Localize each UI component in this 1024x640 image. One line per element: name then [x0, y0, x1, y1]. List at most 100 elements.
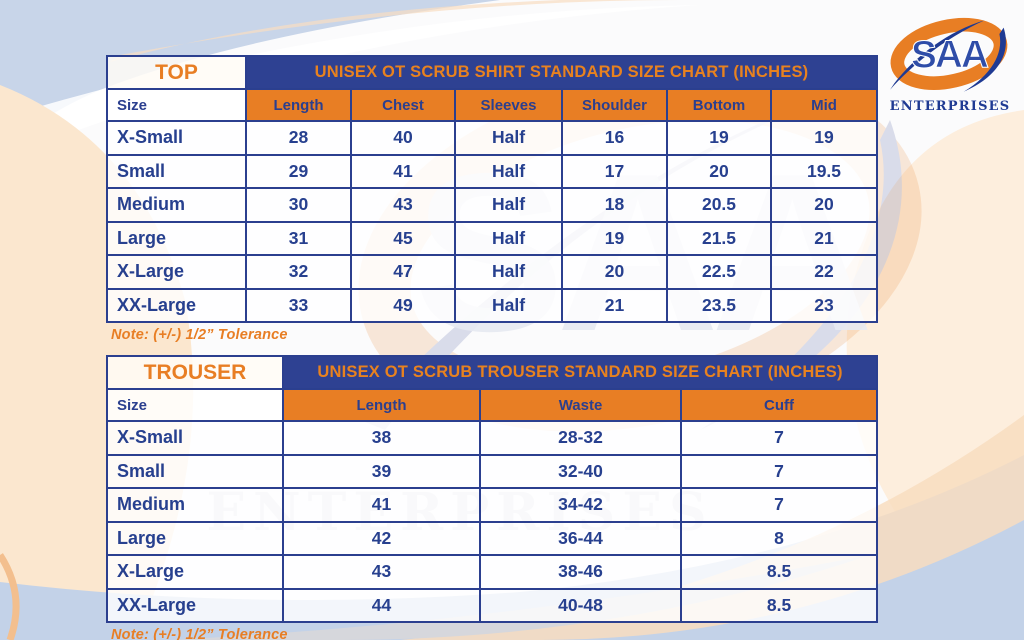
- bottom-cell: 20.5: [666, 187, 772, 223]
- shirt-tolerance-note: Note: (+/-) 1/2” Tolerance: [111, 327, 288, 343]
- column-header-sleeves: Sleeves: [454, 88, 563, 122]
- length-cell: 39: [282, 453, 481, 489]
- logo-subtitle: ENTERPRISES: [889, 99, 1011, 114]
- trouser-table-row: Medium 41 34-42 7: [106, 487, 879, 523]
- column-header-shoulder: Shoulder: [561, 88, 668, 122]
- size-cell: Small: [106, 453, 284, 489]
- size-cell: Medium: [106, 187, 247, 223]
- trouser-corner-label: TROUSER: [106, 355, 284, 390]
- waste-cell: 28-32: [479, 420, 682, 456]
- sleeves-cell: Half: [454, 153, 563, 189]
- shirt-table-title: UNISEX OT SCRUB SHIRT STANDARD SIZE CHAR…: [245, 55, 878, 90]
- size-cell: X-Small: [106, 420, 284, 456]
- trouser-table-row: X-Large 43 38-46 8.5: [106, 554, 879, 590]
- length-cell: 44: [282, 587, 481, 623]
- size-cell: Medium: [106, 487, 284, 523]
- chest-cell: 45: [350, 220, 456, 256]
- shirt-size-chart: TOP UNISEX OT SCRUB SHIRT STANDARD SIZE …: [106, 55, 878, 343]
- length-cell: 43: [282, 554, 481, 590]
- mid-cell: 19.5: [770, 153, 878, 189]
- trouser-table-row: Small 39 32-40 7: [106, 453, 879, 489]
- chest-cell: 47: [350, 254, 456, 290]
- column-header-cuff: Cuff: [679, 388, 879, 422]
- shirt-table-row: X-Small 28 40 Half 16 19 19: [106, 120, 878, 156]
- logo-brand-text: SAA: [911, 34, 989, 77]
- size-cell: Large: [106, 520, 284, 556]
- size-cell: X-Large: [106, 554, 284, 590]
- shirt-table-row: X-Large 32 47 Half 20 22.5 22: [106, 254, 878, 290]
- mid-cell: 23: [770, 287, 878, 323]
- bottom-cell: 21.5: [666, 220, 772, 256]
- cuff-cell: 8: [679, 520, 879, 556]
- length-cell: 31: [245, 220, 352, 256]
- length-cell: 28: [245, 120, 352, 156]
- top-peach-streak: [110, 0, 680, 62]
- waste-cell: 38-46: [479, 554, 682, 590]
- length-cell: 32: [245, 254, 352, 290]
- sleeves-cell: Half: [454, 220, 563, 256]
- shirt-title-row: TOP UNISEX OT SCRUB SHIRT STANDARD SIZE …: [106, 55, 878, 90]
- size-cell: XX-Large: [106, 287, 247, 323]
- shoulder-cell: 21: [561, 287, 668, 323]
- length-cell: 30: [245, 187, 352, 223]
- size-cell: Small: [106, 153, 247, 189]
- sleeves-cell: Half: [454, 187, 563, 223]
- cuff-cell: 8.5: [679, 587, 879, 623]
- shoulder-cell: 20: [561, 254, 668, 290]
- trouser-table-row: XX-Large 44 40-48 8.5: [106, 587, 879, 623]
- size-cell: Large: [106, 220, 247, 256]
- size-cell: XX-Large: [106, 587, 284, 623]
- shoulder-cell: 19: [561, 220, 668, 256]
- mid-cell: 20: [770, 187, 878, 223]
- trouser-table-row: X-Small 38 28-32 7: [106, 420, 879, 456]
- column-header-bottom: Bottom: [666, 88, 772, 122]
- sleeves-cell: Half: [454, 254, 563, 290]
- length-cell: 41: [282, 487, 481, 523]
- shirt-size-header: Size: [106, 88, 247, 122]
- waste-cell: 40-48: [479, 587, 682, 623]
- cuff-cell: 8.5: [679, 554, 879, 590]
- sleeves-cell: Half: [454, 287, 563, 323]
- mid-cell: 21: [770, 220, 878, 256]
- trouser-title-row: TROUSER UNISEX OT SCRUB TROUSER STANDARD…: [106, 355, 879, 390]
- brand-logo: SAA ENTERPRISES: [880, 14, 1020, 114]
- trouser-table-title: UNISEX OT SCRUB TROUSER STANDARD SIZE CH…: [281, 355, 879, 390]
- shirt-table-row: Small 29 41 Half 17 20 19.5: [106, 153, 878, 189]
- size-cell: X-Large: [106, 254, 247, 290]
- column-header-length: Length: [282, 388, 481, 422]
- mid-cell: 19: [770, 120, 878, 156]
- chest-cell: 41: [350, 153, 456, 189]
- waste-cell: 36-44: [479, 520, 682, 556]
- shoulder-cell: 18: [561, 187, 668, 223]
- shirt-size-table: TOP UNISEX OT SCRUB SHIRT STANDARD SIZE …: [106, 55, 878, 323]
- bottom-left-orange-curve: [0, 553, 20, 640]
- shirt-columns-row: Size Length Chest Sleeves Shoulder Botto…: [106, 88, 878, 122]
- cuff-cell: 7: [679, 487, 879, 523]
- logo-swoosh-icon: SAA: [890, 17, 1008, 92]
- length-cell: 33: [245, 287, 352, 323]
- column-header-waste: Waste: [479, 388, 682, 422]
- chest-cell: 43: [350, 187, 456, 223]
- chest-cell: 40: [350, 120, 456, 156]
- shoulder-cell: 16: [561, 120, 668, 156]
- shirt-table-row: XX-Large 33 49 Half 21 23.5 23: [106, 287, 878, 323]
- shirt-corner-label: TOP: [106, 55, 247, 90]
- length-cell: 29: [245, 153, 352, 189]
- bottom-cell: 19: [666, 120, 772, 156]
- column-header-length: Length: [245, 88, 352, 122]
- bottom-cell: 23.5: [666, 287, 772, 323]
- trouser-columns-row: Size Length Waste Cuff: [106, 388, 879, 422]
- cuff-cell: 7: [679, 453, 879, 489]
- chest-cell: 49: [350, 287, 456, 323]
- trouser-size-header: Size: [106, 388, 284, 422]
- waste-cell: 32-40: [479, 453, 682, 489]
- bottom-cell: 22.5: [666, 254, 772, 290]
- trouser-size-chart: TROUSER UNISEX OT SCRUB TROUSER STANDARD…: [106, 355, 879, 640]
- cuff-cell: 7: [679, 420, 879, 456]
- shirt-table-row: Medium 30 43 Half 18 20.5 20: [106, 187, 878, 223]
- trouser-tolerance-note: Note: (+/-) 1/2” Tolerance: [111, 627, 288, 640]
- length-cell: 42: [282, 520, 481, 556]
- shirt-table-row: Large 31 45 Half 19 21.5 21: [106, 220, 878, 256]
- bottom-cell: 20: [666, 153, 772, 189]
